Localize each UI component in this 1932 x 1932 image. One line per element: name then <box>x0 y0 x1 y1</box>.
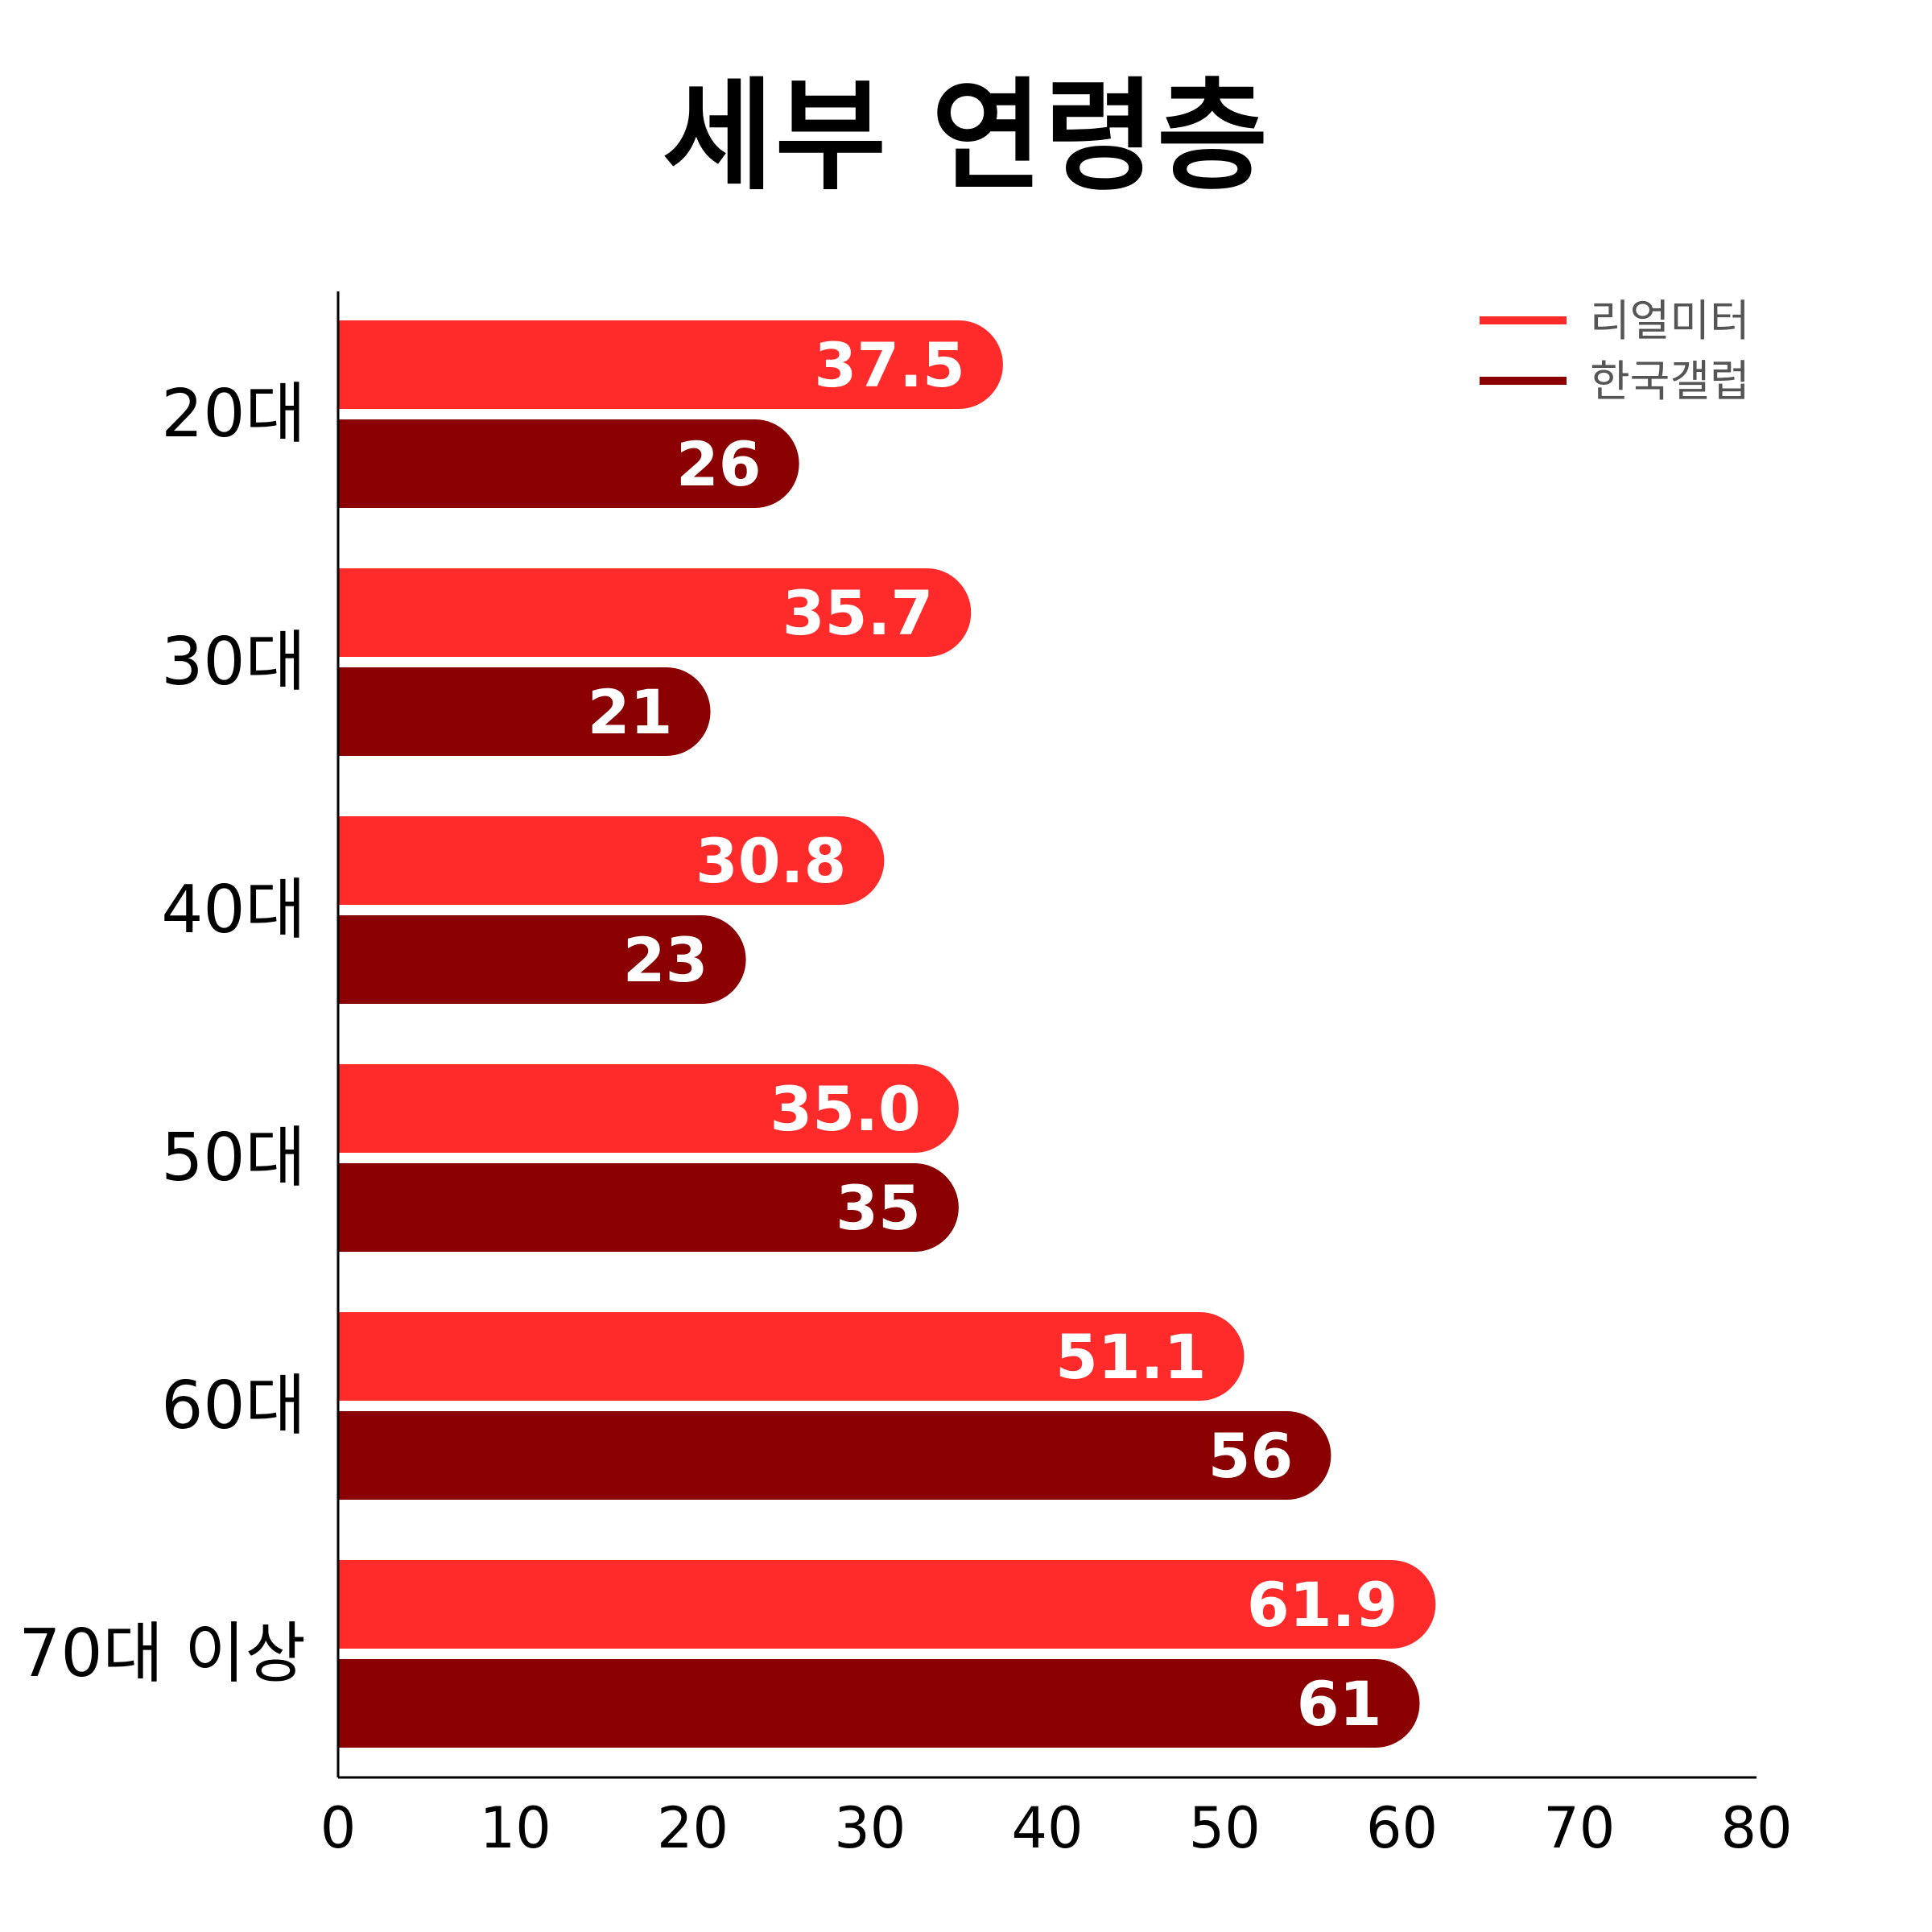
x-tick-label: 60 <box>1366 1795 1438 1861</box>
x-tick-label: 20 <box>657 1795 729 1861</box>
value-label: 26 <box>676 428 762 500</box>
bar-series1-5 <box>338 1559 1436 1649</box>
x-tick-label: 40 <box>1011 1795 1083 1861</box>
category-label: 60대 <box>161 1368 306 1444</box>
x-tick-label: 10 <box>480 1795 551 1861</box>
legend-label: 한국갤럽 <box>1590 356 1750 407</box>
value-label: 35.0 <box>770 1073 921 1145</box>
bar-series1-2 <box>338 816 885 905</box>
value-label: 61.9 <box>1247 1569 1398 1641</box>
bar-series2-5 <box>338 1659 1420 1748</box>
bar-series1-3 <box>338 1064 959 1153</box>
category-label: 20대 <box>161 376 306 452</box>
chart-title: 세부 연령층 <box>662 67 1270 207</box>
category-label: 30대 <box>161 624 306 700</box>
legend-label: 리얼미터 <box>1590 295 1750 346</box>
category-label: 50대 <box>161 1120 306 1196</box>
x-tick-label: 30 <box>834 1795 906 1861</box>
value-label: 35 <box>836 1172 921 1244</box>
x-tick-label: 80 <box>1720 1795 1792 1861</box>
x-tick-label: 70 <box>1543 1795 1615 1861</box>
bar-series1-4 <box>338 1312 1245 1401</box>
value-label: 21 <box>588 676 673 748</box>
bar-series2-1 <box>338 667 711 756</box>
x-tick-label: 50 <box>1189 1795 1261 1861</box>
x-tick-label: 0 <box>320 1795 357 1861</box>
bar-series1-0 <box>338 320 1003 409</box>
value-label: 23 <box>623 924 708 996</box>
value-label: 37.5 <box>814 329 965 401</box>
bar-series2-0 <box>338 419 799 508</box>
axes-layer: 20대 30대 40대 50대 60대 70대 이상 0 10 20 30 40 50 60 70 80 <box>19 291 1793 1861</box>
bar-series2-4 <box>338 1411 1331 1500</box>
value-label: 35.7 <box>782 577 934 649</box>
value-label: 61 <box>1297 1668 1382 1740</box>
bar-series1-1 <box>338 568 972 657</box>
value-label: 56 <box>1208 1420 1294 1492</box>
value-label: 51.1 <box>1055 1321 1207 1393</box>
bars-layer: 37.5 26 35.7 21 30.8 23 35.0 35 51.156 61.9 61 <box>338 320 1436 1748</box>
category-label: 70대 이상 <box>19 1616 306 1692</box>
category-label: 40대 <box>161 872 306 948</box>
bar-series2-2 <box>338 914 746 1004</box>
bar-series2-3 <box>338 1163 959 1252</box>
value-label: 30.8 <box>696 825 847 897</box>
